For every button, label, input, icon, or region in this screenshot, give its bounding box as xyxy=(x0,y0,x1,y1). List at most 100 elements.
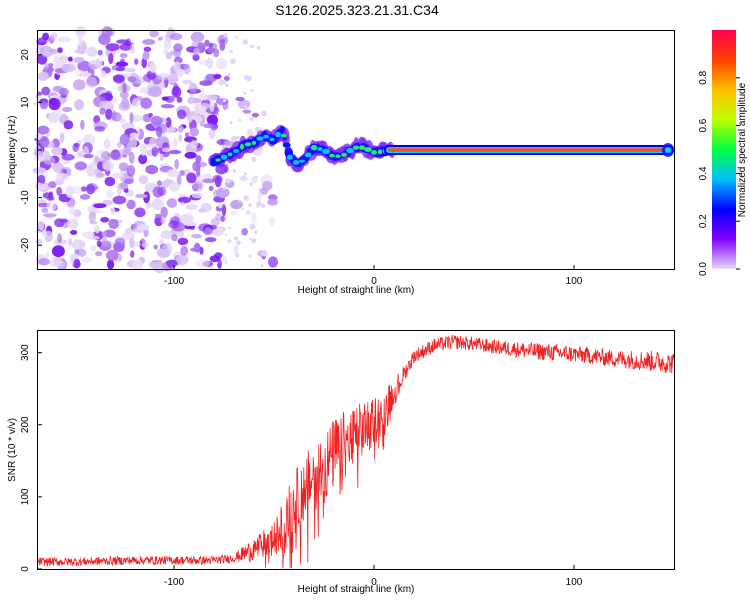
noise-blob xyxy=(134,58,139,65)
noise-blob xyxy=(156,180,162,187)
noise-blob xyxy=(86,79,96,86)
spectrogram-y-tick-label: -20 xyxy=(20,238,31,253)
noise-blob xyxy=(213,73,222,80)
noise-blob xyxy=(157,73,171,81)
track-hot xyxy=(322,148,330,155)
noise-blob xyxy=(32,167,46,174)
noise-speck xyxy=(225,178,231,184)
noise-blob xyxy=(95,251,103,257)
noise-blob xyxy=(100,70,107,79)
noise-blob xyxy=(119,133,130,146)
colorbar-label: Normalized spectral amplitude xyxy=(737,82,748,217)
noise-blob xyxy=(73,215,78,225)
noise-blob xyxy=(199,246,204,255)
noise-blob xyxy=(42,32,50,41)
spectrogram-x-tick-label: -100 xyxy=(164,276,184,287)
noise-blob xyxy=(74,161,88,171)
noise-blob xyxy=(43,156,56,165)
spectrogram-x-tick-label: 100 xyxy=(566,276,583,287)
noise-blob xyxy=(48,98,61,111)
noise-speck xyxy=(242,39,248,45)
noise-blob xyxy=(73,238,80,250)
noise-blob xyxy=(220,215,225,223)
noise-blob xyxy=(174,159,180,170)
noise-blob xyxy=(108,53,114,65)
snr-series xyxy=(37,334,675,569)
track-core xyxy=(282,142,291,148)
noise-blob xyxy=(59,87,69,97)
noise-blob xyxy=(107,259,115,270)
noise-blob xyxy=(46,200,57,211)
snr-frame xyxy=(37,330,675,570)
noise-blob xyxy=(53,55,60,67)
noise-blob xyxy=(115,61,129,67)
noise-speck xyxy=(238,199,242,203)
noise-blob xyxy=(152,186,164,198)
spectrogram-y-tick-label: 0 xyxy=(20,147,31,153)
colorbar: 0.0 0.2 0.4 0.6 0.8 Normalized spectral ampl… xyxy=(698,30,748,276)
track-hot xyxy=(364,147,372,152)
track-hot xyxy=(244,142,252,147)
noise-speck xyxy=(251,156,257,162)
noise-blob xyxy=(169,50,176,56)
noise-blob xyxy=(166,198,178,208)
noise-blob xyxy=(86,183,96,195)
noise-blob xyxy=(126,199,136,210)
noise-blob xyxy=(202,173,212,181)
noise-blob xyxy=(89,245,97,251)
noise-blob xyxy=(257,191,262,203)
noise-blob xyxy=(153,244,158,250)
noise-blob xyxy=(110,152,122,161)
noise-blob xyxy=(175,254,189,266)
noise-blob xyxy=(166,169,179,178)
noise-blob xyxy=(151,198,165,211)
noise-blob xyxy=(73,258,81,269)
snr-x-ticks: -100 0 100 xyxy=(164,565,583,588)
spectrogram-frame xyxy=(37,30,675,270)
noise-blob xyxy=(125,227,133,234)
noise-blob xyxy=(82,134,96,146)
noise-blob xyxy=(57,47,63,54)
spectrogram-y-tick-label: -10 xyxy=(20,190,31,205)
noise-speck xyxy=(259,202,262,205)
noise-blob xyxy=(78,35,83,47)
noise-speck xyxy=(249,182,254,186)
noise-blob xyxy=(59,132,65,143)
noise-speck xyxy=(246,75,252,82)
noise-blob xyxy=(251,112,259,118)
noise-blob xyxy=(267,199,279,206)
chart-title: S126.2025.323.21.31.C34 xyxy=(275,2,439,18)
noise-blob xyxy=(224,140,235,147)
noise-blob xyxy=(202,178,216,184)
noise-blob xyxy=(219,138,225,144)
noise-blob xyxy=(34,146,44,158)
track-hot xyxy=(275,131,281,138)
noise-blob xyxy=(60,54,68,66)
noise-blob xyxy=(195,155,202,164)
noise-blob xyxy=(140,143,147,156)
snr-y-tick-label: 100 xyxy=(20,488,31,505)
noise-blob xyxy=(147,80,154,88)
noise-speck xyxy=(243,92,247,95)
noise-speck xyxy=(227,239,232,244)
noise-blob xyxy=(191,41,199,47)
noise-blob xyxy=(37,125,50,135)
noise-blob xyxy=(51,245,65,258)
noise-blob xyxy=(101,235,108,248)
noise-blob xyxy=(50,164,64,170)
track-hot xyxy=(298,159,306,163)
noise-blob xyxy=(190,31,205,43)
noise-speck xyxy=(229,49,233,54)
noise-blob xyxy=(190,247,199,252)
noise-blob xyxy=(239,175,248,182)
noise-blob xyxy=(35,238,42,245)
spectrogram-y-tick-label: 10 xyxy=(20,96,31,108)
noise-blob xyxy=(67,56,73,62)
noise-blob xyxy=(94,155,99,164)
noise-blob xyxy=(110,207,116,215)
spectrogram-y-ticks: -20 -10 0 10 20 xyxy=(20,49,42,253)
noise-blob xyxy=(203,123,215,129)
noise-blob xyxy=(61,153,75,161)
noise-blob xyxy=(176,68,184,78)
noise-blob xyxy=(77,60,91,72)
